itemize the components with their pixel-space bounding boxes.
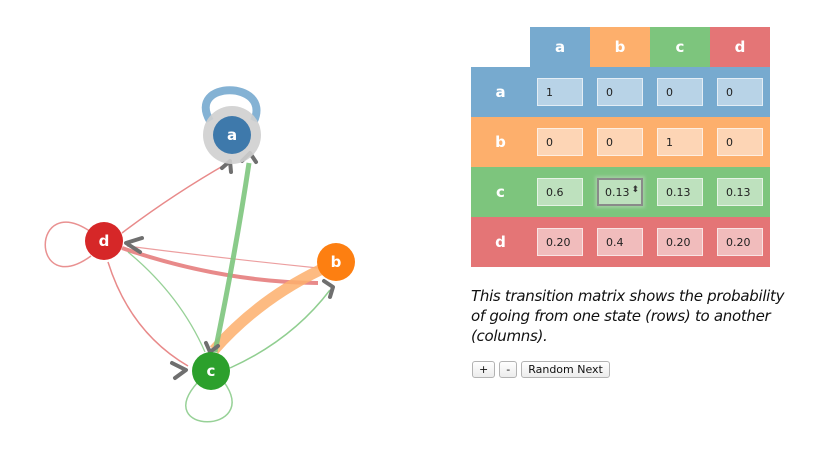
matrix-cell-c-a: [530, 167, 590, 217]
probability-input-c-d[interactable]: [717, 178, 763, 206]
probability-input-d-b[interactable]: [597, 228, 643, 256]
probability-input-a-a[interactable]: [537, 78, 583, 106]
matrix-cell-d-b: [590, 217, 650, 267]
matrix-cell-a-b: [590, 67, 650, 117]
node-b[interactable]: b: [317, 243, 355, 281]
edge-c-b: [229, 289, 331, 369]
minus-button[interactable]: -: [499, 361, 518, 378]
matrix-header-row: a b c d: [471, 27, 770, 67]
node-d-label: d: [99, 232, 110, 250]
matrix-cell-b-a: [530, 117, 590, 167]
arrowhead-into-c: [170, 361, 188, 380]
row-header-b: b: [471, 117, 530, 167]
col-header-d: d: [710, 27, 770, 67]
matrix-row-d: d: [471, 217, 770, 267]
controls: + - Random Next: [472, 361, 610, 378]
number-spinner-icon[interactable]: ⬍: [631, 185, 639, 195]
edge-a-a: [201, 86, 261, 124]
matrix-cell-a-d: [710, 67, 770, 117]
probability-input-a-c[interactable]: [657, 78, 703, 106]
arrowhead-into-c-top: [204, 341, 220, 354]
matrix-cell-c-d: [710, 167, 770, 217]
edge-c-d: [127, 251, 206, 353]
edge-d-c: [107, 261, 189, 367]
random-next-button[interactable]: Random Next: [521, 361, 610, 378]
matrix-caption: This transition matrix shows the probabi…: [471, 287, 785, 345]
arrowhead-into-d: [124, 236, 144, 254]
edge-d-a: [121, 162, 229, 234]
row-header-c: c: [471, 167, 530, 217]
col-header-b: b: [590, 27, 650, 67]
node-d-circle: [85, 222, 123, 260]
nodes-layer: a b c d: [85, 106, 355, 390]
node-b-label: b: [331, 253, 342, 271]
matrix-cell-d-d: [710, 217, 770, 267]
node-d[interactable]: d: [85, 222, 123, 260]
probability-input-a-d[interactable]: [717, 78, 763, 106]
probability-input-b-d[interactable]: [717, 128, 763, 156]
col-header-c: c: [650, 27, 710, 67]
col-header-a: a: [530, 27, 590, 67]
edges-layer: [44, 86, 331, 423]
matrix-corner: [471, 27, 530, 67]
matrix-cell-c-b: ⬍: [590, 167, 650, 217]
arrowhead-into-b: [322, 279, 335, 299]
node-a[interactable]: a: [213, 116, 251, 154]
node-a-circle: [213, 116, 251, 154]
plus-button[interactable]: +: [472, 361, 496, 378]
edge-c-a: [212, 162, 252, 353]
matrix-cell-d-c: [650, 217, 710, 267]
node-c[interactable]: c: [192, 352, 230, 390]
matrix-row-a: a: [471, 67, 770, 117]
probability-input-b-c[interactable]: [657, 128, 703, 156]
probability-input-a-b[interactable]: [597, 78, 643, 106]
node-c-label: c: [207, 362, 216, 380]
probability-input-b-b[interactable]: [597, 128, 643, 156]
matrix-cell-b-b: [590, 117, 650, 167]
matrix-cell-b-c: [650, 117, 710, 167]
node-b-circle: [317, 243, 355, 281]
node-a-label: a: [227, 126, 237, 144]
probability-input-c-b[interactable]: [597, 178, 643, 206]
edge-b-d: [126, 245, 319, 269]
matrix-row-b: b: [471, 117, 770, 167]
matrix-cell-a-a: [530, 67, 590, 117]
node-c-circle: [192, 352, 230, 390]
probability-input-c-a[interactable]: [537, 178, 583, 206]
matrix-cell-d-a: [530, 217, 590, 267]
probability-input-b-a[interactable]: [537, 128, 583, 156]
transition-matrix: a b c d abc⬍d: [471, 27, 770, 267]
matrix-cell-a-c: [650, 67, 710, 117]
matrix-body: abc⬍d: [471, 67, 770, 267]
state-diagram: a b c d: [44, 86, 355, 423]
probability-input-d-d[interactable]: [717, 228, 763, 256]
matrix-cell-b-d: [710, 117, 770, 167]
edge-c-c: [185, 381, 233, 423]
edge-b-c: [209, 265, 323, 354]
matrix-row-c: c⬍: [471, 167, 770, 217]
probability-input-d-a[interactable]: [537, 228, 583, 256]
probability-input-d-c[interactable]: [657, 228, 703, 256]
row-header-a: a: [471, 67, 530, 117]
probability-input-c-c[interactable]: [657, 178, 703, 206]
edge-d-d: [44, 221, 92, 268]
matrix-cell-c-c: [650, 167, 710, 217]
row-header-d: d: [471, 217, 530, 267]
